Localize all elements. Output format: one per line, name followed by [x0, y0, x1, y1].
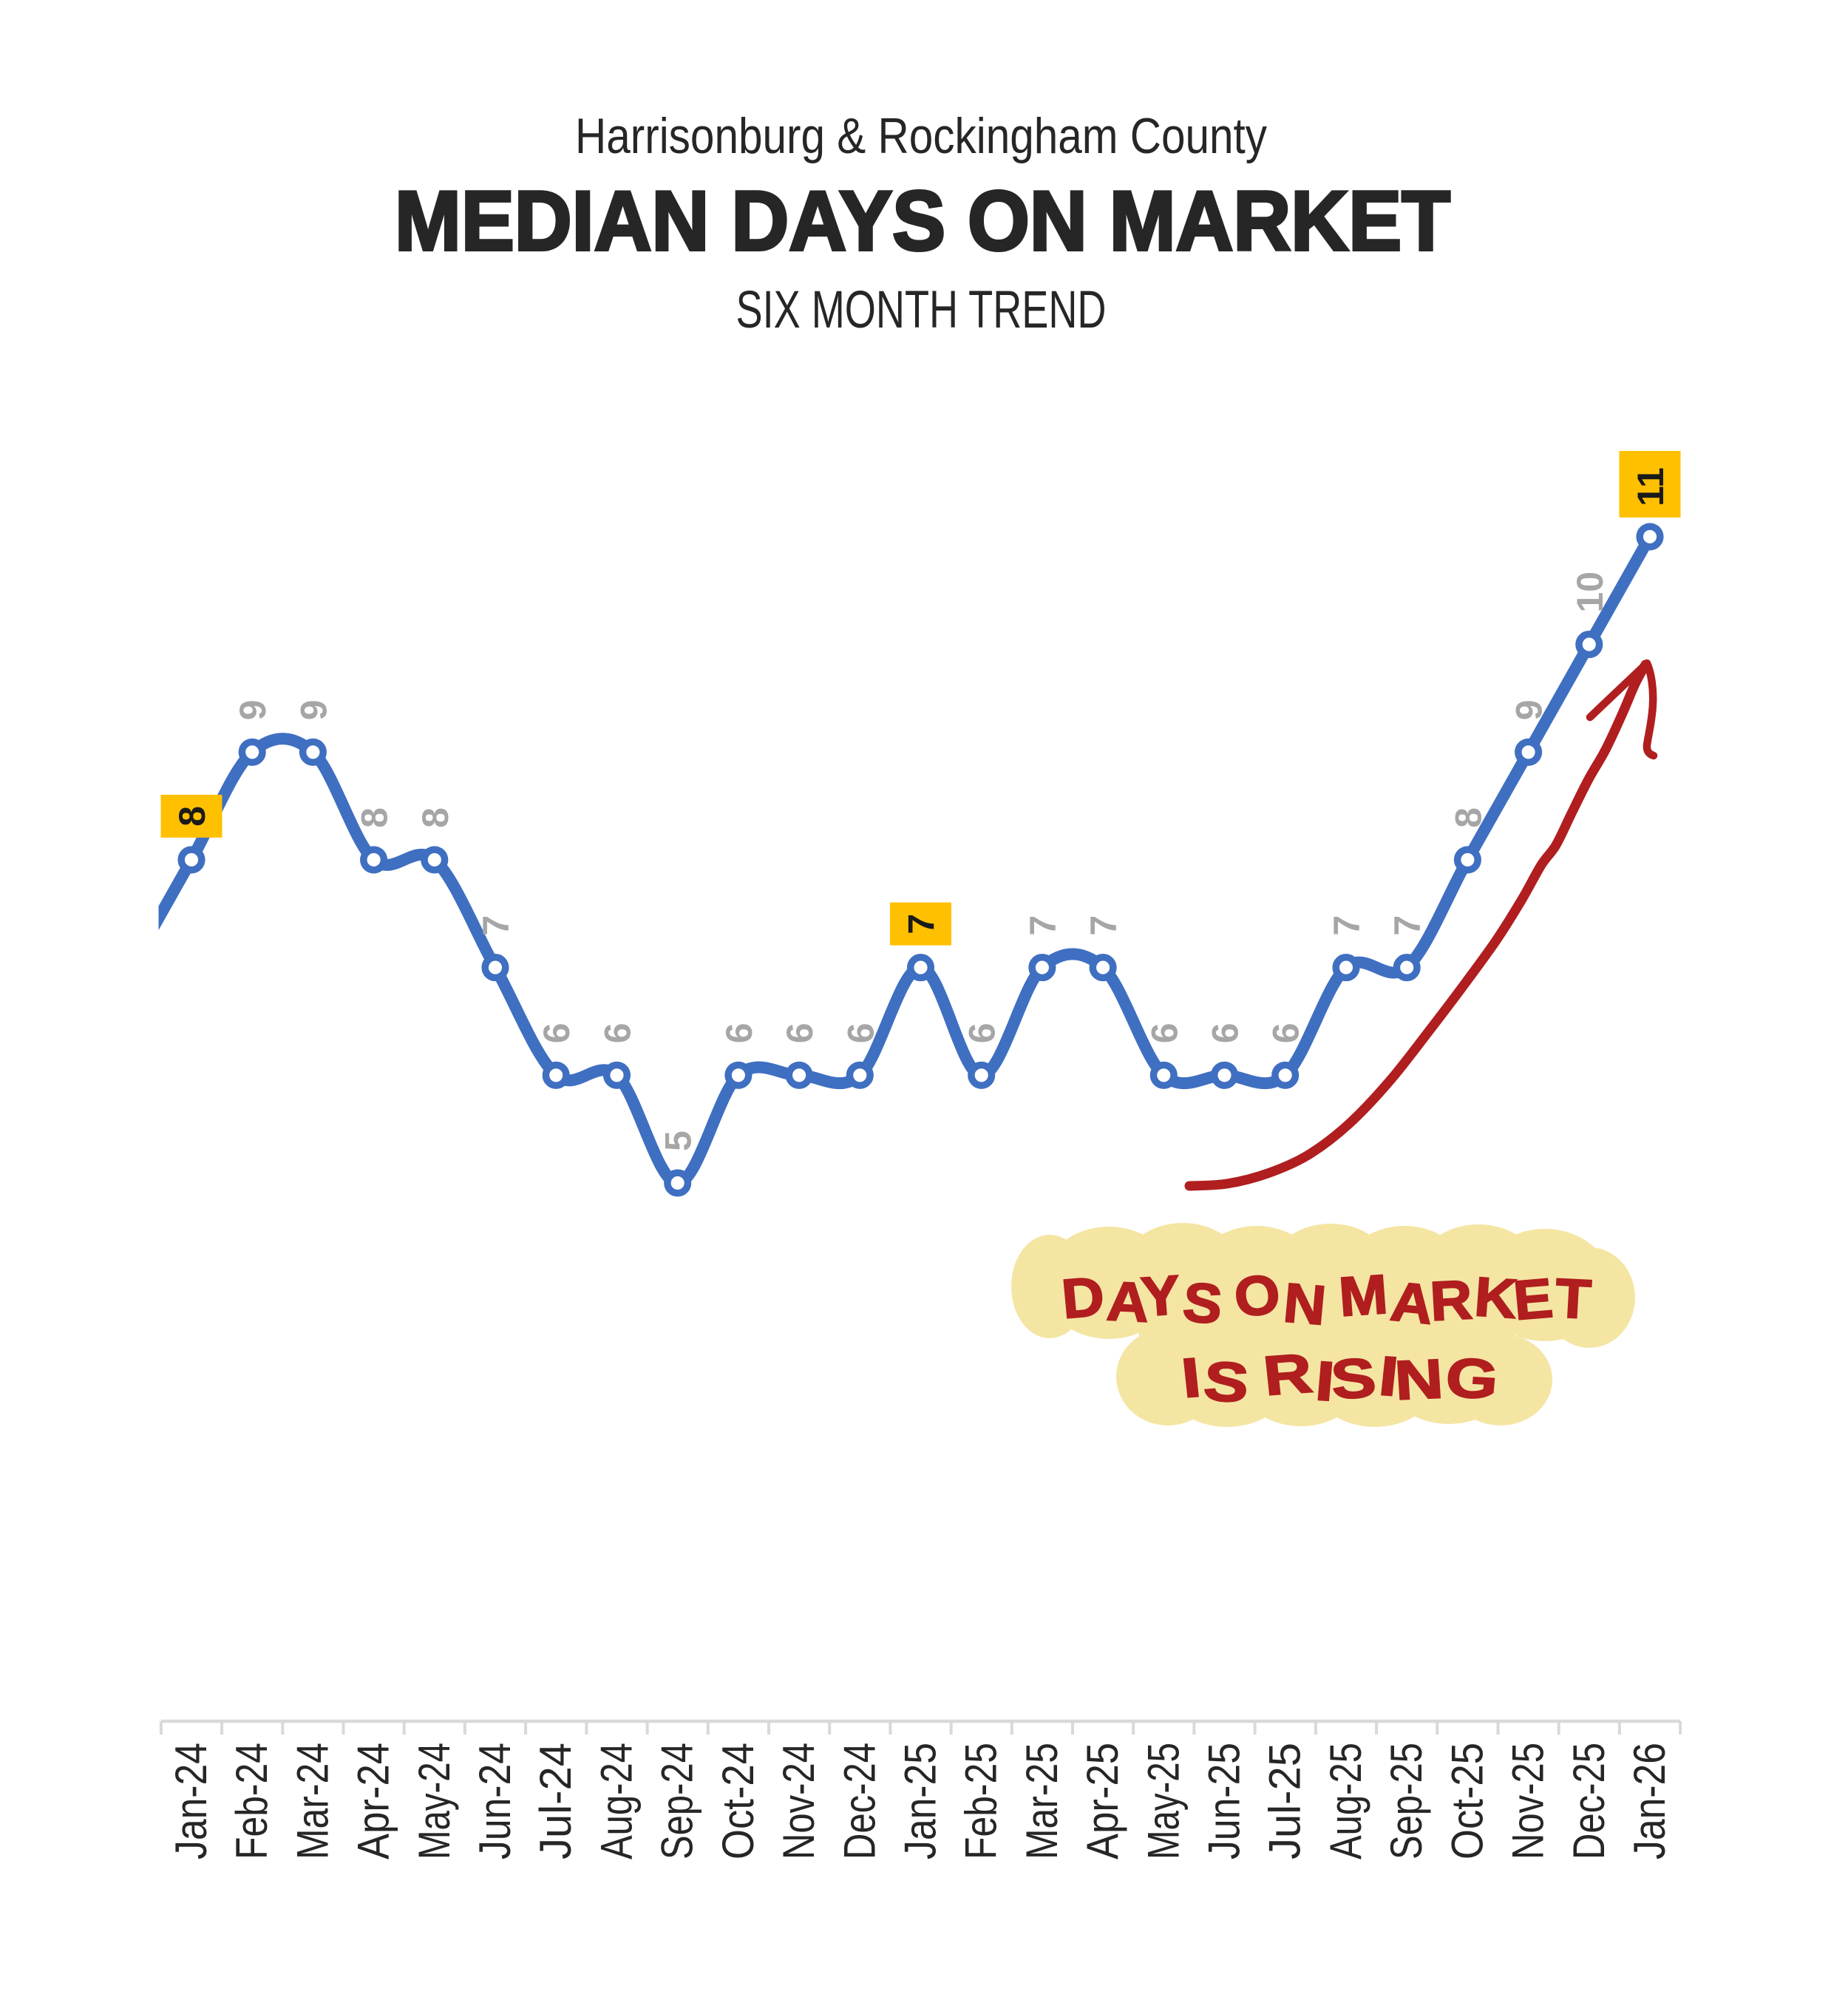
svg-text:8: 8 — [354, 807, 395, 828]
svg-text:6: 6 — [779, 1023, 821, 1043]
svg-text:9: 9 — [232, 699, 274, 720]
svg-text:7: 7 — [1022, 915, 1064, 936]
svg-text:Aug-24: Aug-24 — [592, 1743, 642, 1859]
svg-text:8: 8 — [415, 807, 456, 828]
svg-text:Mar-25: Mar-25 — [1017, 1743, 1067, 1859]
svg-text:Jan-24: Jan-24 — [166, 1743, 216, 1859]
svg-text:10: 10 — [1569, 572, 1611, 613]
svg-text:Jul-25: Jul-25 — [1260, 1743, 1310, 1859]
svg-text:Oct-24: Oct-24 — [713, 1743, 763, 1859]
svg-text:MEDIAN DAYS ON MARKET: MEDIAN DAYS ON MARKET — [395, 174, 1450, 268]
svg-text:7: 7 — [1387, 915, 1428, 936]
svg-text:9: 9 — [293, 699, 334, 720]
svg-text:6: 6 — [1205, 1023, 1246, 1043]
svg-text:Nov-25: Nov-25 — [1504, 1743, 1553, 1859]
svg-text:11: 11 — [1630, 467, 1671, 506]
svg-text:Dec-25: Dec-25 — [1564, 1743, 1614, 1859]
svg-text:Sep-25: Sep-25 — [1382, 1743, 1431, 1859]
svg-text:7: 7 — [1326, 915, 1368, 936]
svg-text:Sep-24: Sep-24 — [653, 1743, 702, 1859]
svg-text:7: 7 — [901, 914, 942, 935]
svg-text:6: 6 — [597, 1023, 639, 1043]
svg-text:May-24: May-24 — [410, 1743, 459, 1859]
svg-text:Jun-25: Jun-25 — [1200, 1743, 1249, 1859]
svg-text:6: 6 — [536, 1023, 577, 1043]
svg-text:6: 6 — [1266, 1023, 1307, 1043]
svg-text:Harrisonburg & Rockingham Coun: Harrisonburg & Rockingham County — [575, 108, 1267, 164]
svg-text:6: 6 — [962, 1023, 1003, 1043]
svg-text:8: 8 — [171, 806, 213, 827]
svg-text:Jan-25: Jan-25 — [896, 1743, 945, 1859]
svg-text:8: 8 — [1447, 807, 1489, 828]
svg-text:Mar-24: Mar-24 — [288, 1743, 337, 1859]
svg-text:IS RISING: IS RISING — [1180, 1341, 1500, 1415]
svg-text:Jun-24: Jun-24 — [470, 1743, 520, 1859]
svg-text:DAYS ON MARKET: DAYS ON MARKET — [1059, 1262, 1592, 1337]
svg-text:6: 6 — [840, 1023, 881, 1043]
svg-text:Oct-25: Oct-25 — [1442, 1743, 1492, 1859]
svg-text:9: 9 — [1509, 699, 1550, 720]
svg-text:Feb-25: Feb-25 — [957, 1743, 1006, 1859]
svg-text:6: 6 — [1144, 1023, 1185, 1043]
svg-text:6: 6 — [719, 1023, 760, 1043]
svg-text:May-25: May-25 — [1138, 1743, 1188, 1859]
svg-text:Feb-24: Feb-24 — [227, 1743, 276, 1859]
svg-text:Jul-24: Jul-24 — [531, 1743, 580, 1859]
svg-text:Nov-24: Nov-24 — [774, 1743, 823, 1859]
svg-text:Jan-26: Jan-26 — [1625, 1743, 1674, 1859]
svg-text:Apr-24: Apr-24 — [349, 1743, 398, 1859]
svg-text:Dec-24: Dec-24 — [835, 1743, 884, 1859]
svg-text:Aug-25: Aug-25 — [1321, 1743, 1370, 1859]
svg-text:Apr-25: Apr-25 — [1078, 1743, 1127, 1859]
svg-text:SIX MONTH TREND: SIX MONTH TREND — [736, 281, 1107, 339]
svg-text:7: 7 — [1083, 915, 1124, 936]
svg-text:7: 7 — [475, 915, 517, 936]
svg-text:5: 5 — [658, 1130, 699, 1151]
